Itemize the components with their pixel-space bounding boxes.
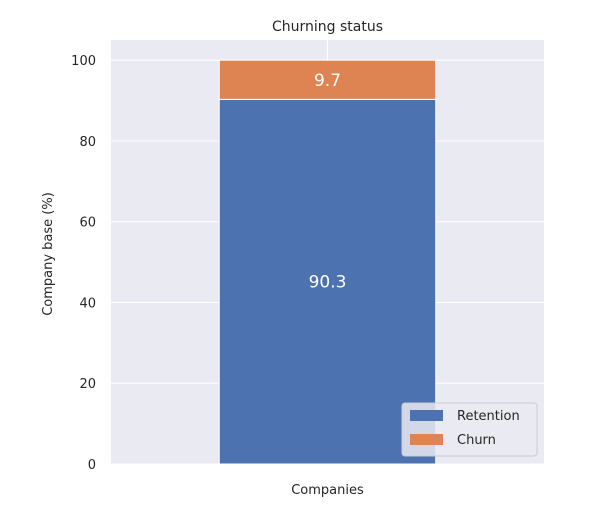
legend-label-retention: Retention [457, 409, 520, 424]
x-tick-label: Companies [291, 483, 364, 498]
y-tick-label: 40 [79, 296, 96, 311]
y-tick-labels: 0 20 40 60 80 100 [71, 54, 96, 473]
y-tick-label: 100 [71, 54, 96, 69]
bar-label-churn: 9.7 [314, 71, 341, 91]
bar-segment-churn [218, 59, 437, 100]
chart-title: Churning status [272, 19, 383, 35]
bar-labels: 90.3 9.7 [309, 71, 347, 293]
y-tick-label: 20 [79, 377, 96, 392]
legend-label-churn: Churn [457, 433, 496, 448]
legend-swatch-retention [410, 410, 443, 421]
x-tick-labels: Companies [291, 483, 364, 498]
legend-swatch-churn [410, 434, 443, 445]
y-tick-label: 80 [79, 135, 96, 150]
bars [218, 59, 437, 465]
y-tick-label: 60 [79, 216, 96, 231]
bar-label-retention: 90.3 [309, 273, 347, 293]
legend: Retention Churn [401, 402, 538, 457]
y-axis-label: Company base (%) [41, 192, 56, 316]
y-tick-label: 0 [88, 458, 96, 473]
